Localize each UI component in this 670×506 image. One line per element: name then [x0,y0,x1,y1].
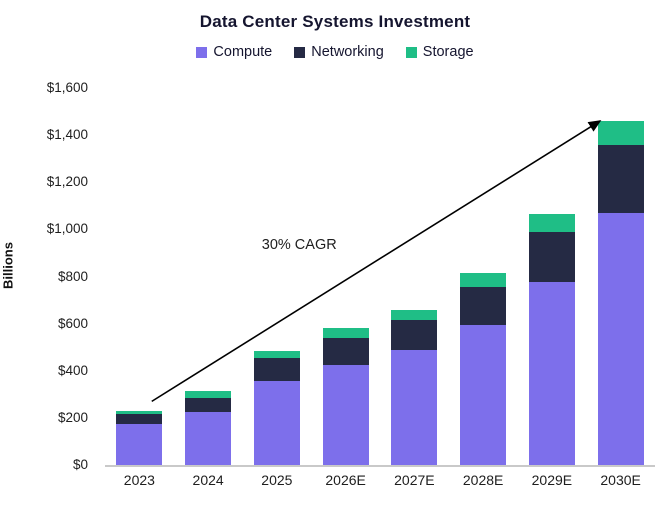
chart-legend: Compute Networking Storage [0,44,670,60]
bar-2023 [116,88,163,465]
y-tick-label: $600 [57,315,88,331]
bar-2029e [528,88,575,465]
bar-segment-2023-networking [116,414,163,424]
x-tick-label: 2030E [600,472,641,488]
y-tick-label: $400 [57,362,88,378]
bar-segment-2027e-compute [391,349,438,465]
legend-label: Networking [311,44,384,60]
cagr-annotation-label: 30% CAGR [261,236,337,253]
bar-2027e [391,88,438,465]
bar-segment-2030e-networking [597,144,644,213]
bar-segment-2029e-compute [528,282,575,465]
bar-segment-2024-networking [185,397,232,412]
bar-segment-2025-storage [253,350,300,358]
x-axis-labels: 2023 2024 2025 2026E 2027E 2028E 2029E 2030E [105,472,655,488]
bar-segment-2025-networking [253,357,300,382]
bar-2024 [185,88,232,465]
legend-item-networking: Networking [294,44,384,60]
x-tick-label: 2029E [531,472,573,488]
chart-title: Data Center Systems Investment [199,12,471,31]
bar-segment-2030e-compute [597,212,644,465]
bar-segment-2029e-networking [528,231,575,283]
legend-label: Storage [422,44,474,60]
y-tick-label: $1,000 [46,221,88,237]
bar-segment-2024-storage [185,390,232,398]
legend-label: Compute [213,44,273,60]
bar-segment-2025-compute [253,381,300,465]
y-axis-ticks: $0 $200 $400 $600 $800 $1,000 $1,200 $1,400 $1,6… [0,80,96,472]
bar-segment-2028e-networking [460,287,507,325]
x-tick-label: 2026E [325,472,366,488]
bar-segment-2029e-storage [528,214,575,232]
bar-segment-2023-compute [116,423,163,465]
legend-swatch-icon [196,46,208,58]
bar-2028e [460,88,507,465]
x-tick-label: 2025 [261,472,293,488]
x-tick-label: 2027E [394,472,435,488]
plot-area: 30% CAGR [105,88,655,467]
legend-swatch-icon [405,46,417,58]
bar-segment-2030e-storage [597,121,644,145]
legend-item-compute: Compute [196,44,272,60]
x-tick-label: 2028E [462,472,504,488]
x-tick-label: 2024 [192,472,224,488]
bar-segment-2027e-storage [391,309,438,321]
bar-segment-2028e-compute [460,324,507,465]
legend-item-storage: Storage [405,44,474,60]
y-tick-label: $200 [57,409,88,425]
y-tick-label: $1,600 [46,80,88,95]
bar-series-group [105,88,655,465]
bar-segment-2023-storage [116,410,163,415]
bar-segment-2027e-networking [391,320,438,350]
bar-segment-2026e-networking [322,337,369,365]
bar-2026e [322,88,369,465]
bar-segment-2028e-storage [460,273,507,288]
bar-segment-2026e-storage [322,328,369,338]
y-tick-label: $800 [57,268,88,284]
x-tick-label: 2023 [123,472,155,488]
y-tick-label: $1,200 [46,174,88,190]
bar-segment-2026e-compute [322,364,369,465]
bar-2030e [597,88,644,465]
bar-2025 [253,88,300,465]
y-tick-label: $1,400 [46,127,88,143]
legend-swatch-icon [294,46,306,58]
bar-segment-2024-compute [185,411,232,465]
y-tick-label: $0 [72,457,88,472]
